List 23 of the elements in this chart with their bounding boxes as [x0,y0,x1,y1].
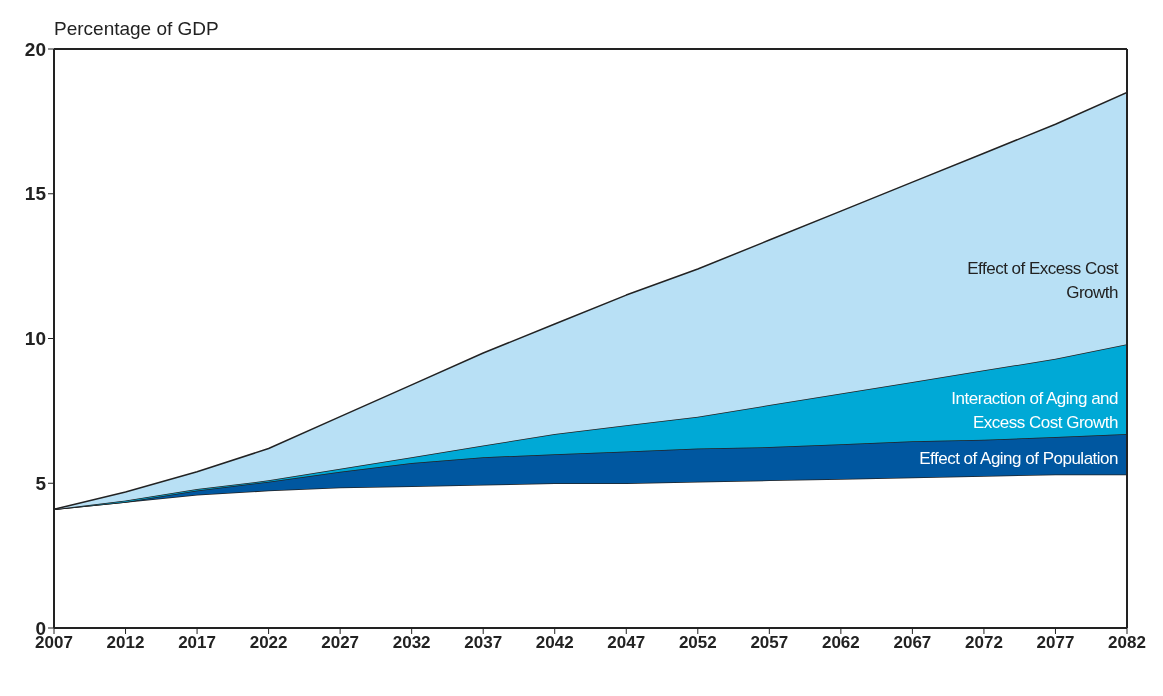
y-tick-label: 5 [35,472,47,494]
x-tick-label: 2042 [535,633,574,653]
x-tick-label: 2082 [1108,633,1146,653]
x-tick-label: 2017 [178,633,216,653]
y-axis-title: Percentage of GDP [54,18,219,40]
x-tick-label: 2037 [464,633,503,653]
x-tick-label: 2047 [607,633,646,653]
series-label: Effect of Aging of Population [919,448,1118,471]
y-tick-label: 15 [24,183,47,205]
series-label: Effect of Excess Cost Growth [966,258,1118,305]
x-tick-label: 2032 [392,633,431,653]
x-tick-label: 2022 [249,633,288,653]
x-tick-label: 2027 [321,633,360,653]
x-tick-label: 2077 [1036,633,1075,653]
x-tick-label: 2057 [750,633,789,653]
x-tick-label: 2067 [893,633,932,653]
x-tick-label: 2062 [821,633,860,653]
y-tick-label: 20 [24,38,46,60]
y-tick-label: 10 [24,328,46,350]
series-label: Interaction of Aging and Excess Cost Growth [950,388,1118,435]
x-tick-label: 2052 [678,633,717,653]
x-tick-label: 2072 [965,633,1003,653]
x-tick-label: 2012 [106,633,145,653]
